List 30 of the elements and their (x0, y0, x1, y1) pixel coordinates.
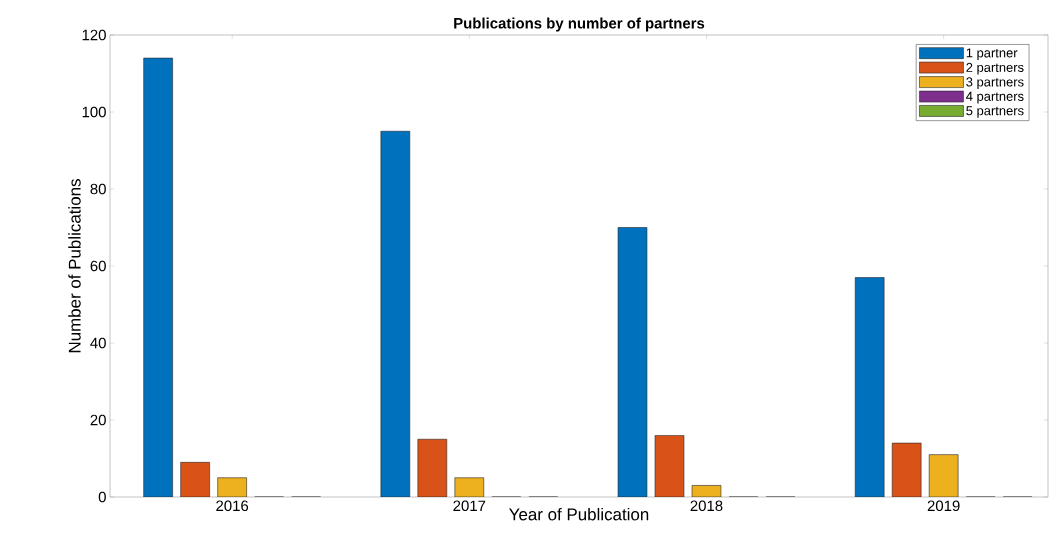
x-tick-label: 2018 (690, 500, 723, 512)
bar (854, 277, 885, 497)
y-tick-label: 120 (82, 29, 106, 41)
legend-label: 1 partner (966, 48, 1018, 61)
y-tick-label: 100 (82, 106, 106, 118)
y-tick-label: 0 (98, 491, 106, 503)
bar (655, 435, 684, 497)
bar (217, 477, 247, 497)
x-axis-title: Year of Publication (509, 507, 649, 521)
bar (417, 438, 448, 497)
bar (618, 227, 647, 497)
bar (180, 462, 210, 497)
legend-label: 3 partners (966, 77, 1024, 90)
x-tick-label: 2017 (453, 500, 486, 512)
y-tick-label: 80 (90, 183, 106, 195)
bar (143, 57, 173, 497)
x-tick-label: 2016 (216, 500, 249, 512)
chart-title: Publications by number of partners (454, 17, 705, 32)
bar (454, 477, 485, 497)
y-tick-label: 40 (90, 337, 106, 349)
bar (891, 442, 922, 497)
y-axis-title: Number of Publications (68, 179, 81, 353)
y-tick-label: 60 (90, 260, 106, 272)
legend-label: 2 partners (966, 62, 1024, 75)
bar (380, 130, 411, 497)
y-tick-label: 20 (90, 414, 106, 426)
legend-label: 4 partners (966, 91, 1024, 104)
legend-label: 5 partners (966, 106, 1024, 118)
bar (928, 454, 959, 497)
x-tick-label: 2019 (927, 500, 960, 512)
